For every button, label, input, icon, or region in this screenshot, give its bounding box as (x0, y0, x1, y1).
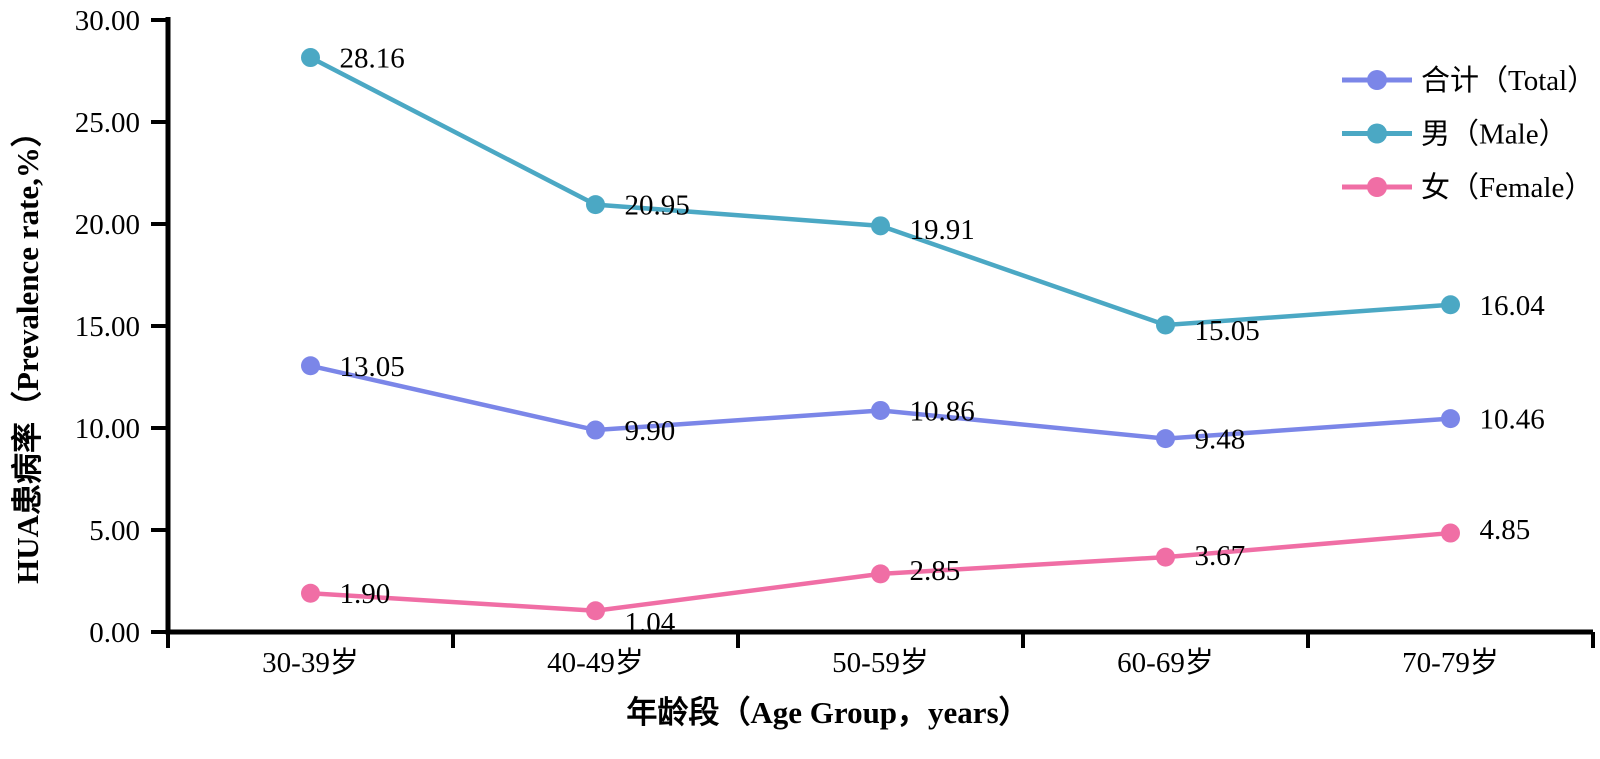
legend-marker (1367, 70, 1387, 90)
data-label: 28.16 (340, 43, 405, 75)
series-line-1 (308, 55, 1453, 328)
legend-item: 男（Male） (1342, 119, 1568, 151)
y-tick-label: 25.00 (75, 107, 140, 139)
data-label: 3.67 (1195, 540, 1246, 572)
y-tick-label: 5.00 (89, 515, 140, 547)
data-point (301, 583, 320, 603)
series (301, 48, 1460, 621)
data-label: 4.85 (1480, 514, 1531, 546)
data-label: 1.90 (340, 578, 391, 610)
data-point (586, 601, 605, 621)
x-tick-label: 60-69岁 (1117, 646, 1214, 679)
data-label: 10.86 (910, 395, 975, 427)
legend-item: 女（Female） (1342, 171, 1593, 204)
data-label: 1.04 (625, 607, 676, 639)
legend-marker (1367, 177, 1387, 197)
y-tick-label: 0.00 (89, 617, 140, 649)
data-point (301, 48, 320, 68)
legend-item: 合计（Total） (1342, 64, 1596, 97)
y-tick-label: 30.00 (75, 5, 140, 37)
legend-marker (1367, 123, 1387, 144)
data-point (586, 195, 605, 215)
legend-item-label: 合计（Total） (1421, 64, 1596, 97)
data-point (1156, 429, 1175, 449)
y-axis-title: HUA患病率（Prevalence rate,%） (10, 116, 45, 584)
data-point (301, 356, 320, 376)
legend-item-label: 女（Female） (1421, 171, 1593, 204)
data-label: 13.05 (340, 351, 405, 383)
data-label: 15.05 (1195, 315, 1260, 347)
legend-item-label: 男（Male） (1421, 119, 1568, 151)
data-point (1441, 295, 1460, 315)
data-labels: 13.05 9.90 10.86 9.48 10.46 28.16 20.95 19.91 15… (340, 43, 1546, 639)
x-axis-title: 年龄段（Age Group，years） (626, 695, 1029, 730)
x-tick-label: 50-59岁 (832, 646, 929, 679)
data-point (1441, 523, 1460, 543)
x-tick-label: 30-39岁 (262, 646, 359, 679)
data-point (1156, 547, 1175, 567)
data-point (871, 400, 890, 420)
data-label: 10.46 (1480, 404, 1545, 436)
x-tick-label: 70-79岁 (1402, 646, 1499, 679)
data-point (586, 420, 605, 440)
data-label: 9.48 (1195, 424, 1246, 456)
data-label: 9.90 (625, 415, 676, 447)
data-point (871, 216, 890, 236)
data-point (1156, 315, 1175, 335)
y-tick-label: 10.00 (75, 413, 140, 445)
data-label: 2.85 (910, 555, 961, 587)
axes: 0.00 5.00 10.00 15.00 20.00 25.00 30.00 30-39岁 4… (75, 5, 1595, 679)
data-point (871, 564, 890, 584)
data-label: 16.04 (1480, 290, 1546, 322)
y-tick-label: 20.00 (75, 209, 140, 241)
x-tick-label: 40-49岁 (547, 646, 644, 679)
y-tick-label: 15.00 (75, 311, 140, 343)
legend: 合计（Total） 男（Male） 女（Female） (1342, 64, 1596, 204)
data-label: 19.91 (910, 214, 975, 246)
data-point (1441, 409, 1460, 429)
data-label: 20.95 (625, 190, 690, 222)
